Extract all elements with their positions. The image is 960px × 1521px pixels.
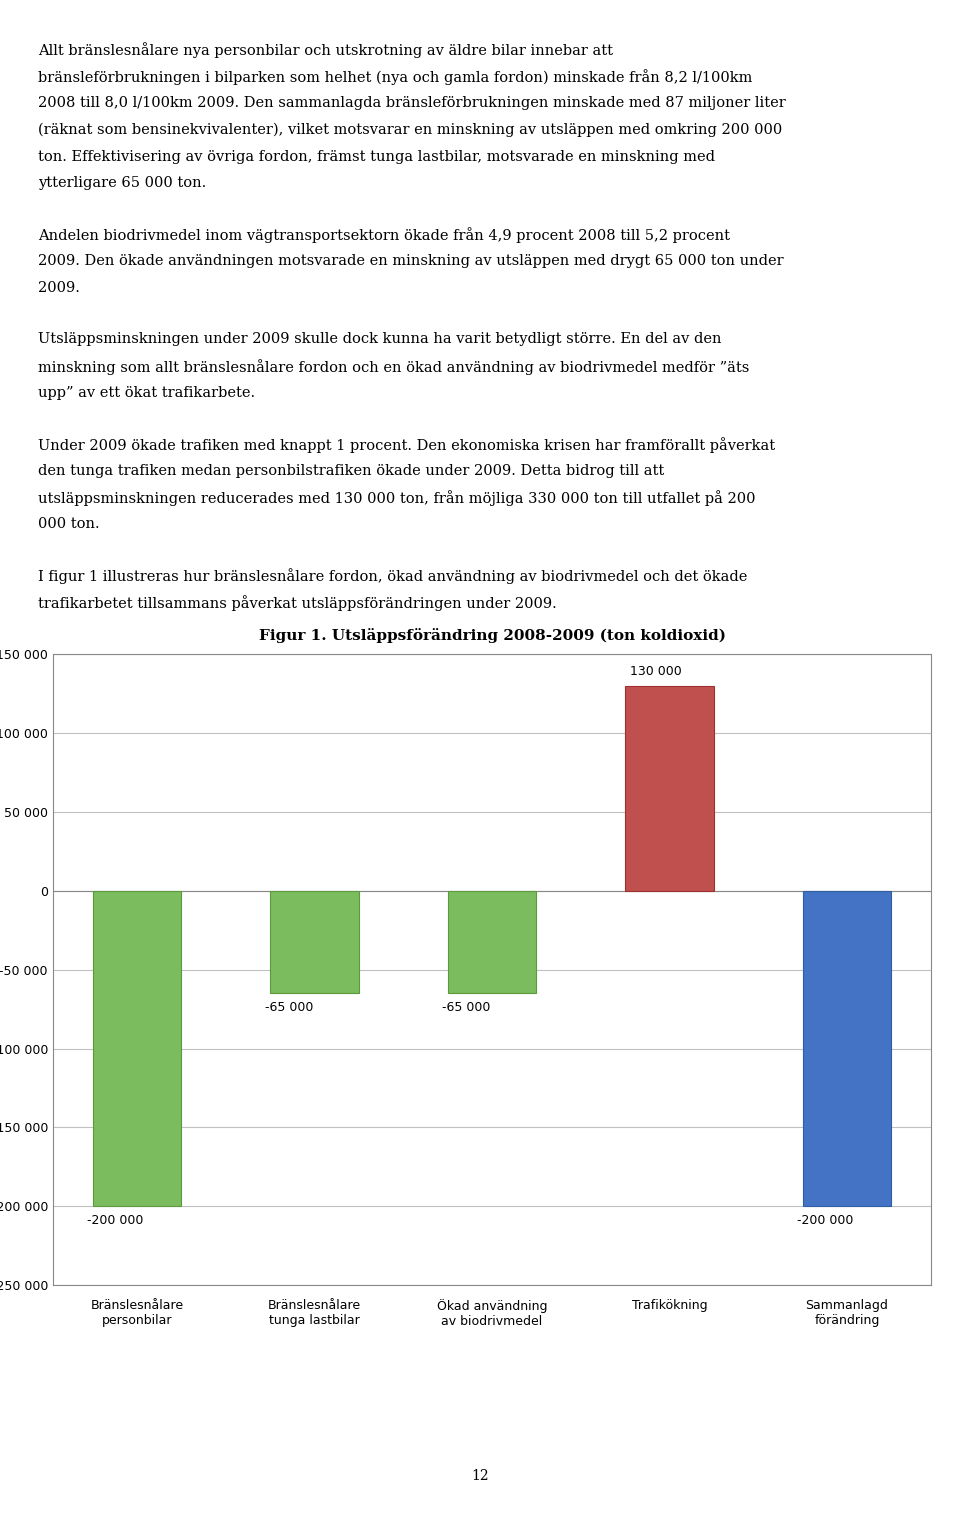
Text: 2009. Den ökade användningen motsvarade en minskning av utsläppen med drygt 65 0: 2009. Den ökade användningen motsvarade … <box>38 254 784 268</box>
Text: -65 000: -65 000 <box>265 1001 313 1015</box>
Text: Utsläppsminskningen under 2009 skulle dock kunna ha varit betydligt större. En d: Utsläppsminskningen under 2009 skulle do… <box>38 332 722 347</box>
Text: 130 000: 130 000 <box>631 665 683 678</box>
Bar <box>625 686 714 891</box>
Text: 2009.: 2009. <box>38 281 81 295</box>
Bar <box>447 891 537 993</box>
Text: Allt bränslesnålare nya personbilar och utskrotning av äldre bilar innebar att: Allt bränslesnålare nya personbilar och … <box>38 43 613 58</box>
Title: Figur 1. Utsläppsförändring 2008-2009 (ton koldioxid): Figur 1. Utsläppsförändring 2008-2009 (t… <box>258 628 726 643</box>
Bar <box>93 891 181 1206</box>
Text: ytterligare 65 000 ton.: ytterligare 65 000 ton. <box>38 176 206 190</box>
Text: Andelen biodrivmedel inom vägtransportsektorn ökade från 4,9 procent 2008 till 5: Andelen biodrivmedel inom vägtransportse… <box>38 228 731 243</box>
Text: 000 ton.: 000 ton. <box>38 517 100 531</box>
Bar <box>270 891 359 993</box>
Text: 12: 12 <box>471 1469 489 1483</box>
Text: -200 000: -200 000 <box>87 1214 144 1227</box>
Text: -65 000: -65 000 <box>443 1001 491 1015</box>
Text: trafikarbetet tillsammans påverkat utsläppsförändringen under 2009.: trafikarbetet tillsammans påverkat utslä… <box>38 595 557 611</box>
Text: ton. Effektivisering av övriga fordon, främst tunga lastbilar, motsvarade en min: ton. Effektivisering av övriga fordon, f… <box>38 149 715 164</box>
Text: minskning som allt bränslesnålare fordon och en ökad användning av biodrivmedel : minskning som allt bränslesnålare fordon… <box>38 359 750 374</box>
Text: (räknat som bensinekvivalenter), vilket motsvarar en minskning av utsläppen med : (räknat som bensinekvivalenter), vilket … <box>38 123 782 137</box>
Text: bränsleförbrukningen i bilparken som helhet (nya och gamla fordon) minskade från: bränsleförbrukningen i bilparken som hel… <box>38 70 753 85</box>
Text: -200 000: -200 000 <box>797 1214 853 1227</box>
Text: Under 2009 ökade trafiken med knappt 1 procent. Den ekonomiska krisen har framfö: Under 2009 ökade trafiken med knappt 1 p… <box>38 437 776 453</box>
Text: utsläppsminskningen reducerades med 130 000 ton, från möjliga 330 000 ton till u: utsläppsminskningen reducerades med 130 … <box>38 490 756 506</box>
Text: I figur 1 illustreras hur bränslesnålare fordon, ökad användning av biodrivmedel: I figur 1 illustreras hur bränslesnålare… <box>38 569 748 584</box>
Text: upp” av ett ökat trafikarbete.: upp” av ett ökat trafikarbete. <box>38 386 255 400</box>
Bar <box>803 891 891 1206</box>
Text: den tunga trafiken medan personbilstrafiken ökade under 2009. Detta bidrog till : den tunga trafiken medan personbilstrafi… <box>38 464 664 478</box>
Text: 2008 till 8,0 l/100km 2009. Den sammanlagda bränsleförbrukningen minskade med 87: 2008 till 8,0 l/100km 2009. Den sammanla… <box>38 96 786 110</box>
